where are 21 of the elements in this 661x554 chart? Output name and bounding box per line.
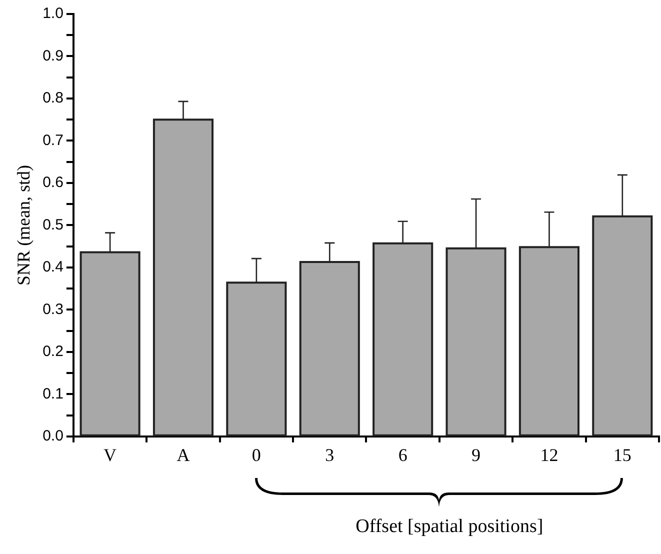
y-tick-label: 1.0 [42,5,64,22]
x-tick-label: 12 [540,444,558,465]
y-axis-title: SNR (mean, std) [14,164,34,286]
x-tick-label: 9 [472,444,481,465]
x-tick-label: V [104,444,117,465]
y-tick-label: 0.9 [42,47,64,64]
x-tick-label: A [176,444,190,465]
y-tick-label: 0.1 [42,385,64,402]
x-tick-label: 0 [252,444,261,465]
y-tick-label: 0.4 [42,258,64,276]
x-tick-label: 3 [325,444,334,465]
y-tick-label: 0.5 [42,216,64,234]
y-tick-label: 0.6 [42,174,64,192]
y-tick-label: 0.7 [42,132,64,149]
x-tick-label: 15 [613,444,632,465]
y-tick-label: 0.3 [42,300,64,318]
x-axis-title: Offset [spatial positions] [356,516,544,538]
x-tick-label: 6 [398,444,408,465]
y-tick-label: 0.8 [42,90,64,107]
y-tick-label: 0.2 [42,343,64,360]
y-tick-label: 0.0 [42,428,64,445]
